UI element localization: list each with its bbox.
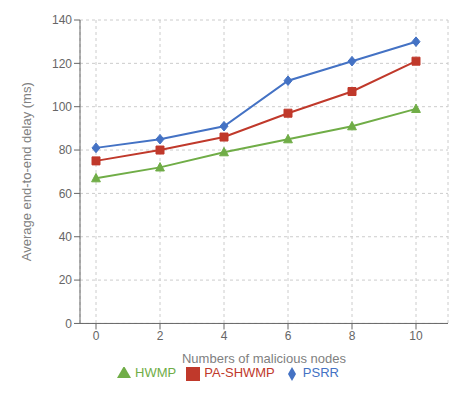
html-text:PSRR: PSRR [302,365,339,381]
svg-text:80: 80 [59,143,73,157]
svg-text:100: 100 [52,100,72,114]
svg-text:140: 140 [52,13,72,27]
svg-text:0: 0 [93,329,100,343]
svg-text:20: 20 [59,273,73,287]
svg-text:2: 2 [157,329,164,343]
svg-text:120: 120 [52,57,72,71]
html-text:PA-SHWMP: PA-SHWMP [204,365,275,381]
svg-text:0: 0 [65,317,72,331]
svg-text:Numbers of malicious nodes: Numbers of malicious nodes [182,351,347,366]
svg-text:10: 10 [409,329,423,343]
svg-text:8: 8 [349,329,356,343]
svg-text:40: 40 [59,230,73,244]
svg-text:4: 4 [221,329,228,343]
svg-text:6: 6 [285,329,292,343]
svg-text:Average end-to-end delay (ms): Average end-to-end delay (ms) [19,82,34,261]
svg-text:60: 60 [59,187,73,201]
html-text:HWMP: HWMP [135,365,177,381]
